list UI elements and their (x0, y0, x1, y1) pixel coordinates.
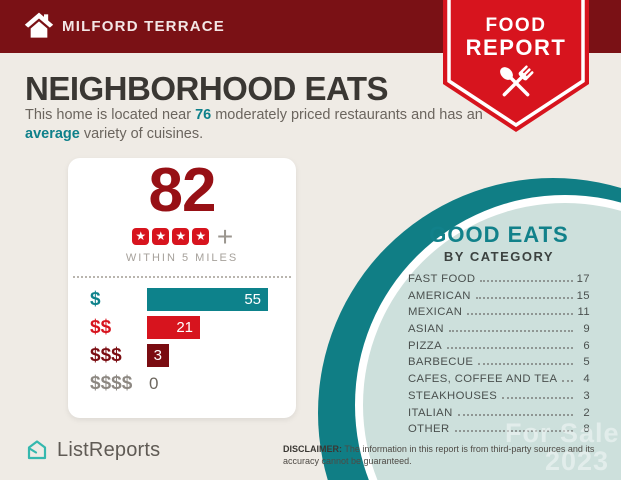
house-icon (24, 11, 54, 46)
category-row: STEAKHOUSES 3 (408, 389, 590, 402)
page-title: NEIGHBORHOOD EATS (25, 70, 389, 107)
price-bar-row: $ 55 55 (68, 288, 296, 311)
category-row: FAST FOOD 17 (408, 273, 590, 285)
listreports-logo: ListReports (25, 438, 160, 462)
star-rating: ★ ★ ★ ★ + (68, 221, 296, 252)
category-row: MEXICAN 11 (408, 306, 590, 319)
property-location: MILFORD TERRACE (62, 18, 225, 35)
watermark-line1: For Sale (505, 418, 620, 448)
price-label: $$$ (90, 345, 122, 366)
good-eats-title: GOOD EATS (429, 222, 569, 247)
restaurant-count: 76 (195, 107, 212, 123)
star-icon: ★ (172, 228, 190, 245)
price-bar: 3 (147, 344, 169, 367)
good-eats-panel: GOOD EATS BY CATEGORY FAST FOOD 17 AMERIC… (408, 222, 590, 440)
star-icon: ★ (192, 228, 210, 245)
category-row: AMERICAN 15 (408, 289, 590, 302)
food-report-badge: FOOD REPORT (443, 0, 589, 133)
intro-text: This home is located near 76 moderately … (25, 107, 483, 142)
brand-name: ListReports (57, 438, 161, 461)
price-bar-row: $$$ 3 3 (68, 344, 296, 367)
food-score: 82 (148, 156, 217, 225)
category-row: CAFES, COFFEE AND TEA 4 (408, 373, 590, 386)
badge-title: FOOD REPORT (465, 15, 567, 60)
plus-sign: + (216, 221, 234, 252)
price-bar-row: $$$$ 0 0 (90, 373, 159, 394)
category-row: OTHER 8 (408, 423, 590, 436)
price-bar: 21 (147, 316, 200, 339)
category-row: PIZZA 6 (408, 339, 590, 352)
price-bar-row: $$ 21 21 (68, 316, 296, 339)
category-list: FAST FOOD 17 AMERICAN 15 MEXICAN 11 ASIAN 9 … (408, 273, 590, 440)
category-row: ITALIAN 2 (408, 406, 590, 419)
radius-label: WITHIN 5 MILES (125, 252, 239, 264)
disclaimer: DISCLAIMER: The information in this repo… (283, 444, 595, 466)
star-icon: ★ (132, 228, 150, 245)
star-icon: ★ (152, 228, 170, 245)
good-eats-subtitle: BY CATEGORY (443, 249, 555, 264)
price-bar: 55 (147, 288, 268, 311)
dotted-divider (73, 276, 291, 278)
price-label: $$ (90, 317, 112, 338)
price-label: $ (90, 289, 101, 310)
crossed-spoon-fork-icon (493, 60, 539, 111)
variety-highlight: average (25, 125, 80, 142)
category-row: BARBECUE 5 (408, 356, 590, 369)
price-label: $$$$ (90, 373, 133, 394)
category-row: ASIAN 9 (408, 323, 590, 336)
watermark-line2: 2023 (545, 446, 610, 476)
score-card: 82 ★ ★ ★ ★ + WITHIN 5 MILES $ 55 55 $$ 2… (68, 158, 296, 418)
listreports-house-icon (27, 440, 47, 460)
